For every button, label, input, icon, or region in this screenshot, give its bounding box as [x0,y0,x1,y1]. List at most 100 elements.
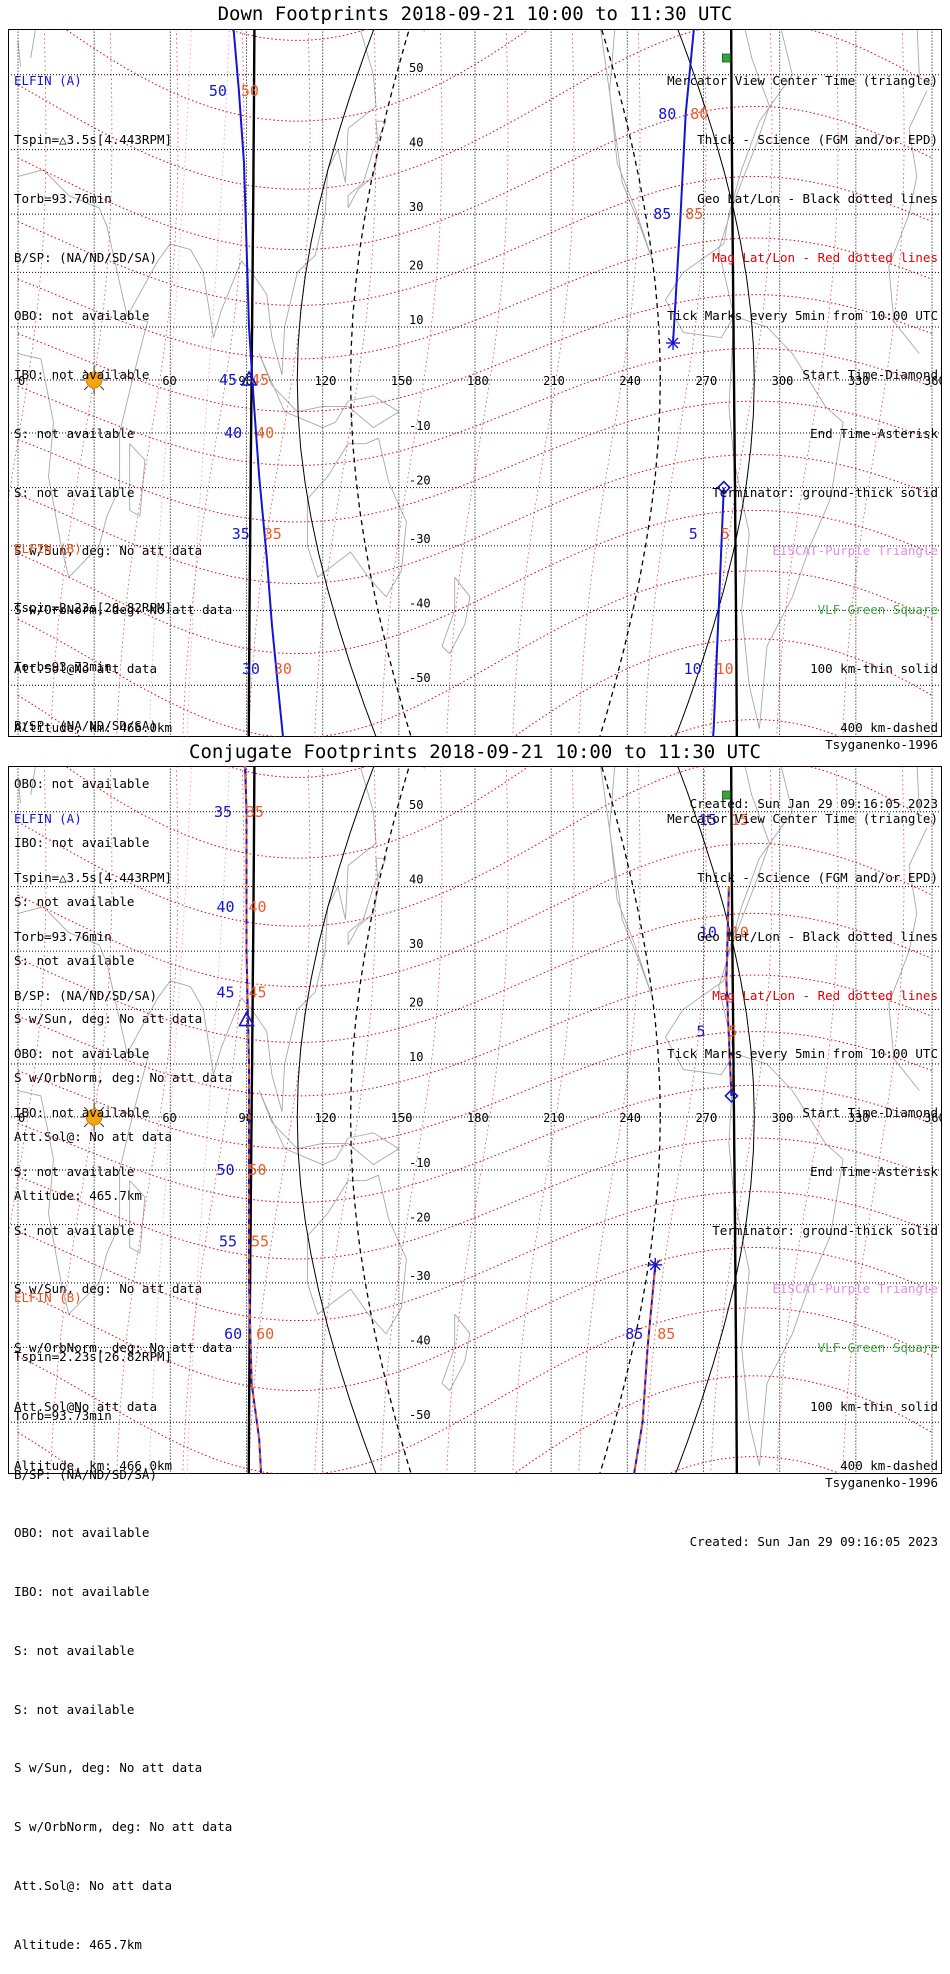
legend-item: Mag Lat/Lon - Red dotted lines [712,249,938,265]
end-time-asterisk [649,1259,661,1271]
orbit-track-elfin-b [712,487,725,737]
coastline [441,576,471,655]
lat-tick-label: -10 [409,419,431,433]
legend-item: Mercator View Center Time (triangle) [667,811,938,827]
time-tick-label: 15 [731,811,749,829]
coastline [258,1090,400,1166]
lat-tick-label: -30 [409,532,431,546]
mag-lon-line [644,766,707,1474]
mag-lat-line [17,509,933,655]
time-tick-label: 60 [256,1325,274,1343]
elfin-b-line: Att.Sol@: No att data [14,1129,173,1144]
coastline [728,315,844,729]
legend-item: 100 km-thin solid [810,1399,938,1414]
coastline [888,913,920,1091]
legend-conjugate: Mercator View Center Time (triangle) Thi… [667,770,938,1495]
lon-tick-label: 180 [467,1111,489,1125]
map-panel-down: 0306090120150180210240270300330360706050… [8,29,942,737]
mag-lat-line [17,1084,933,1203]
coastline [17,777,21,804]
elfin-b-line: Altitude: 465.7km [14,1187,142,1203]
lat-tick-label: -10 [409,1156,431,1170]
mag-lat-line [17,105,933,251]
lat-tick-label: -20 [409,1211,431,1225]
coastline [258,353,400,429]
model-label: Tsyganenko-1996 [825,737,938,753]
lat-tick-label: 20 [409,995,423,1009]
elfin-a-line: Tspin=△3.5s[4.443RPM] [14,131,173,147]
elfin-b-line: IBO: not available [14,1584,150,1600]
elfin-a-info-conjugate: ELFIN (A) Tspin=△3.5s[4.443RPM] Torb=93.… [14,770,232,1495]
elfin-b-line: S w/Sun, deg: No att data [14,1011,203,1027]
elfin-b-line: IBO: not available [14,835,150,851]
footer-conjugate: Tsyganenko-1996 Created: Sun Jan 29 09:1… [690,1434,938,1571]
coastline [600,29,793,339]
lon-tick-label: 240 [619,374,641,388]
elfin-b-info-conjugate: ELFIN (B) Tspin=2.23s[26.82RPM] Torb=93.… [14,1249,232,1974]
coastline [347,120,387,209]
time-tick-label: 40 [256,424,274,442]
elfin-a-line: Altitude, km: 466.0km [14,1457,173,1473]
legend-item: End Time-Asterisk [810,425,938,441]
time-tick-label: 50 [241,82,259,100]
time-tick-label: 15 [699,811,717,829]
lon-tick-label: 300 [772,1111,794,1125]
mag-lon-line [116,766,179,1474]
elfin-b-line: OBO: not available [14,1525,150,1541]
panel-title-conjugate: Conjugate Footprints 2018-09-21 10:00 to… [189,741,761,763]
legend-item: Start Time-Diamond [802,367,938,383]
legend-item: Terminator: ground-thick solid [712,1222,938,1238]
elfin-a-line: S w/OrbNorm, deg: No att data [14,602,233,618]
mag-lon-line [8,766,47,1242]
elfin-b-info-down: ELFIN (B) Tspin=2.23s[26.82RPM] Torb=93.… [14,500,232,1225]
time-tick-label: 30 [242,660,260,678]
coastline [888,176,920,354]
mag-lat-line [17,1137,933,1260]
time-tick-label: 35 [214,803,232,821]
elfin-b-header: ELFIN (B) [14,541,82,557]
sun-ray [83,386,89,391]
mag-lon-line [182,766,245,1474]
time-tick-label: 35 [232,525,250,543]
mag-lon-line [182,29,245,737]
lon-tick-label: 180 [467,374,489,388]
legend-item: EISCAT-Purple Triangle [772,1281,938,1297]
legend-down: Mercator View Center Time (triangle) Thi… [667,32,938,757]
lon-tick-label: 300 [772,374,794,388]
time-tick-label: 10 [731,924,749,942]
lon-tick-label: 60 [162,1111,176,1125]
time-tick-label: 5 [728,1023,737,1041]
sun-ray [100,386,105,391]
time-tick-label: 50 [249,1161,267,1179]
legend-item: Tick Marks every 5min from 10:00 UTC [667,1046,938,1062]
coastline [441,1313,471,1392]
coastline [129,1180,146,1254]
terminator-ground-line [729,29,739,737]
terminator-ground-line [729,766,739,1474]
legend-item: 100 km-thin solid [810,661,938,676]
coastline [17,40,21,67]
mag-lon-line [248,29,311,737]
mag-lat-line [17,912,933,1043]
legend-item: Thick - Science (FGM and/or EPD) [697,131,938,147]
orbit-track-elfin-b [633,1264,657,1474]
mag-lon-line [710,766,773,1474]
elfin-a-line: Torb=93.76min [14,190,112,206]
elfin-a-header: ELFIN (A) [14,73,82,89]
elfin-a-line: OBO: not available [14,308,150,324]
terminator-400km-line [349,29,661,737]
lon-tick-label: 0 [18,1111,25,1125]
sun-ray [83,1123,89,1128]
time-tick-label: 10 [699,924,717,942]
mag-lon-line [644,29,707,737]
time-tick-label: 5 [721,525,730,543]
start-time-diamond [724,1088,739,1104]
vlf-station-marker [721,53,731,63]
orbit-track-elfin-b-overlay [725,886,733,1096]
time-tick-label: 45 [219,371,237,389]
time-tick-label: 85 [625,1325,643,1343]
time-tick-label: 55 [219,1233,237,1251]
elfin-a-line: Att.Sol@No att data [14,661,157,676]
mag-lat-line [17,1307,933,1474]
mag-lat-line [17,294,933,413]
